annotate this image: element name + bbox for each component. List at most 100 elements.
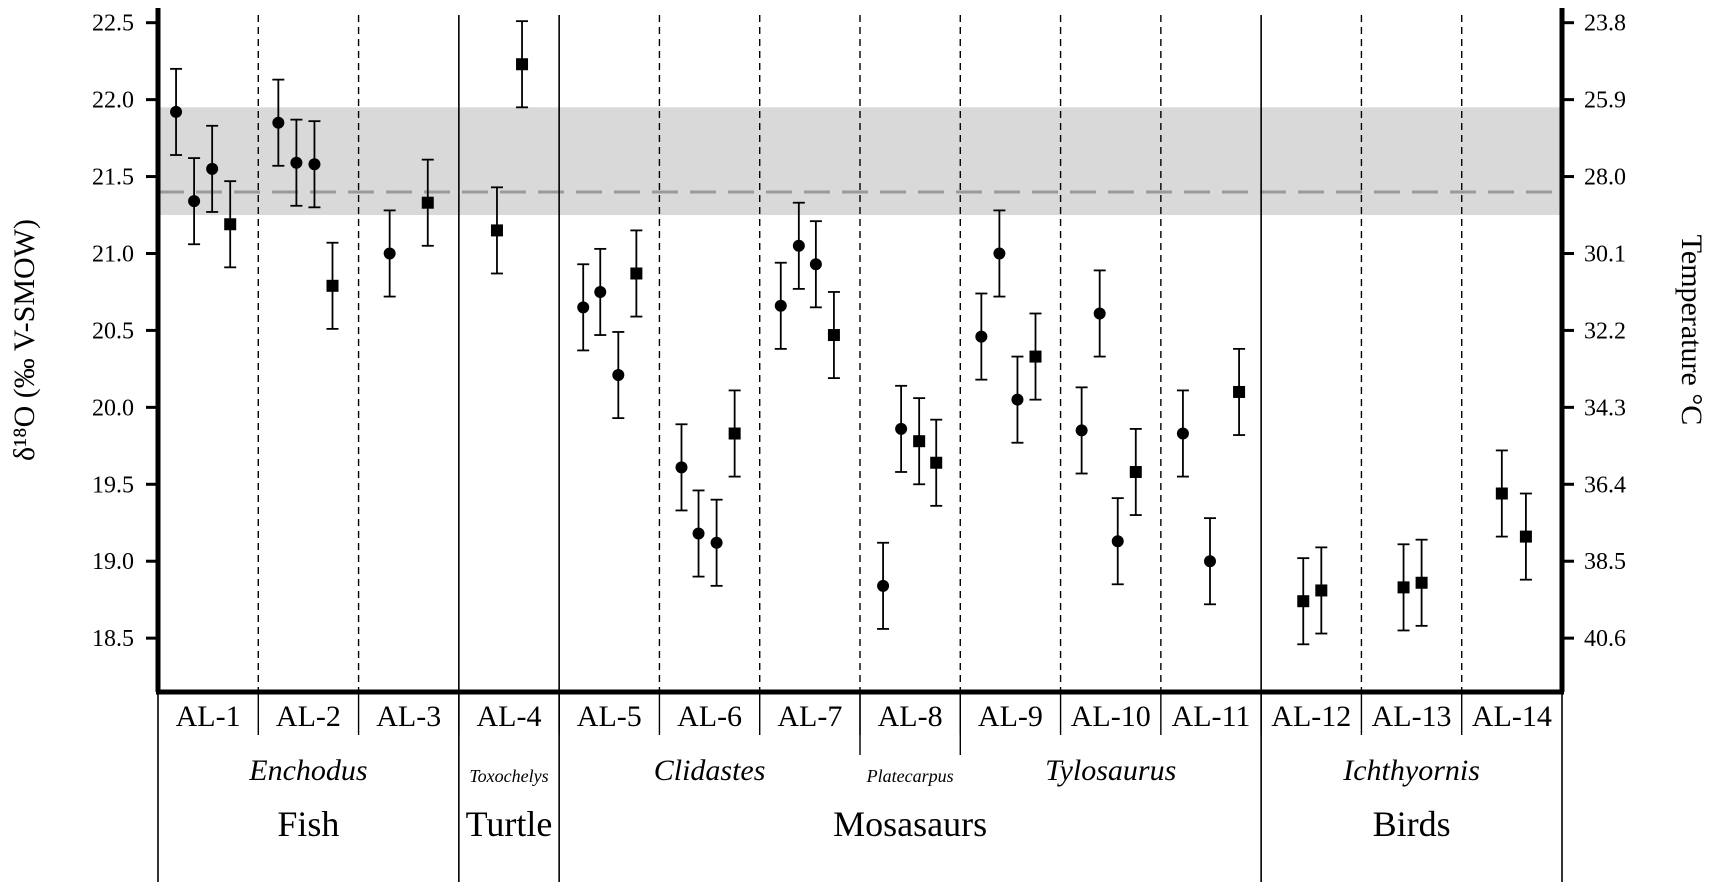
square-marker (490, 224, 503, 237)
y2-tick-label: 36.4 (1584, 472, 1626, 498)
category-label: AL-6 (677, 700, 742, 733)
y2-tick-label: 40.6 (1584, 626, 1626, 652)
square-marker (827, 329, 840, 342)
y2-tick-label: 32.2 (1584, 318, 1626, 344)
data-point (383, 209, 396, 298)
square-marker (1297, 595, 1310, 608)
square-marker (1415, 576, 1428, 589)
group-label: Fish (277, 804, 339, 844)
data-point (877, 541, 890, 630)
circle-marker (809, 258, 822, 271)
data-point (1397, 543, 1410, 632)
circle-marker (577, 301, 590, 314)
genus-label: Enchodus (248, 754, 367, 787)
circle-marker (594, 285, 607, 298)
circle-marker (383, 247, 396, 260)
genus-label: Tylosaurus (1045, 754, 1176, 787)
y-tick-label: 19.5 (92, 472, 134, 498)
category-label: AL-7 (777, 700, 842, 733)
data-point (326, 241, 339, 330)
data-point (612, 331, 625, 420)
data-point (630, 229, 643, 318)
genus-label: Platecarpus (866, 766, 954, 786)
data-point (895, 384, 908, 473)
data-point (490, 186, 503, 275)
circle-marker (170, 105, 183, 118)
data-point (710, 498, 723, 587)
y-tick-label: 22.0 (92, 88, 134, 114)
data-point (1093, 269, 1106, 358)
category-label: AL-2 (276, 700, 341, 733)
circle-marker (895, 422, 908, 435)
y2-axis-title: Temperature °C (1675, 235, 1708, 426)
y2-tick-label: 38.5 (1584, 549, 1626, 575)
square-marker (1519, 530, 1532, 543)
y2-tick-label: 28.0 (1584, 165, 1626, 191)
data-point (1233, 347, 1246, 436)
data-point (188, 157, 201, 246)
circle-marker (612, 369, 625, 382)
square-marker (326, 279, 339, 292)
square-marker (1129, 465, 1142, 478)
group-label: Mosasaurs (833, 804, 987, 844)
data-point (577, 263, 590, 352)
data-point (224, 180, 237, 269)
genus-label: Ichthyornis (1342, 754, 1480, 787)
data-point (1415, 538, 1428, 627)
y2-tick-label: 23.8 (1584, 11, 1626, 37)
square-marker (516, 58, 529, 71)
data-point (827, 291, 840, 380)
y-tick-label: 20.5 (92, 318, 134, 344)
data-point (170, 67, 183, 156)
category-label: AL-11 (1172, 700, 1251, 733)
genus-label: Clidastes (654, 754, 766, 787)
data-point (675, 423, 688, 512)
y-tick-label: 21.5 (92, 165, 134, 191)
data-point (308, 120, 321, 209)
circle-marker (1093, 307, 1106, 320)
y-tick-label: 20.0 (92, 395, 134, 421)
data-point (1297, 557, 1310, 646)
y2-tick-label: 34.3 (1584, 395, 1626, 421)
category-label: AL-13 (1372, 700, 1452, 733)
circle-marker (290, 156, 303, 169)
circle-marker (272, 116, 285, 129)
square-marker (224, 218, 237, 231)
data-point (692, 489, 705, 578)
square-marker (630, 267, 643, 280)
y2-tick-label: 30.1 (1584, 241, 1626, 267)
data-point (975, 292, 988, 381)
group-label: Turtle (466, 804, 553, 844)
circle-marker (692, 527, 705, 540)
circle-marker (188, 195, 201, 208)
category-label: AL-3 (376, 700, 441, 733)
data-point (272, 78, 285, 167)
axis-layer: 22.5 22.0 21.5 21.0 20.5 20.0 19.5 19.0 18.5 23.8… (92, 8, 1626, 882)
data-point (1519, 492, 1532, 581)
data-point (594, 247, 607, 336)
square-marker (930, 456, 943, 469)
square-marker (421, 196, 434, 209)
y-axis-title: δ¹⁸O (‰ V-SMOW) (8, 219, 41, 461)
category-label: AL-10 (1071, 700, 1151, 733)
y-tick-label: 21.0 (92, 241, 134, 267)
circle-marker (1111, 535, 1124, 548)
square-marker (1315, 584, 1328, 597)
square-marker (1029, 350, 1042, 363)
data-point (1029, 312, 1042, 401)
category-label: AL-4 (477, 700, 542, 733)
data-point (792, 201, 805, 290)
y-tick-label: 18.5 (92, 626, 134, 652)
category-label: AL-9 (978, 700, 1043, 733)
data-point (930, 418, 943, 507)
square-marker (1233, 385, 1246, 398)
circle-marker (1011, 393, 1024, 406)
circle-marker (1203, 555, 1216, 568)
circle-marker (1176, 427, 1189, 440)
circle-marker (975, 330, 988, 343)
data-point (728, 389, 741, 478)
circle-marker (877, 579, 890, 592)
category-label: AL-8 (878, 700, 943, 733)
circle-marker (675, 461, 688, 474)
circle-marker (308, 158, 321, 171)
